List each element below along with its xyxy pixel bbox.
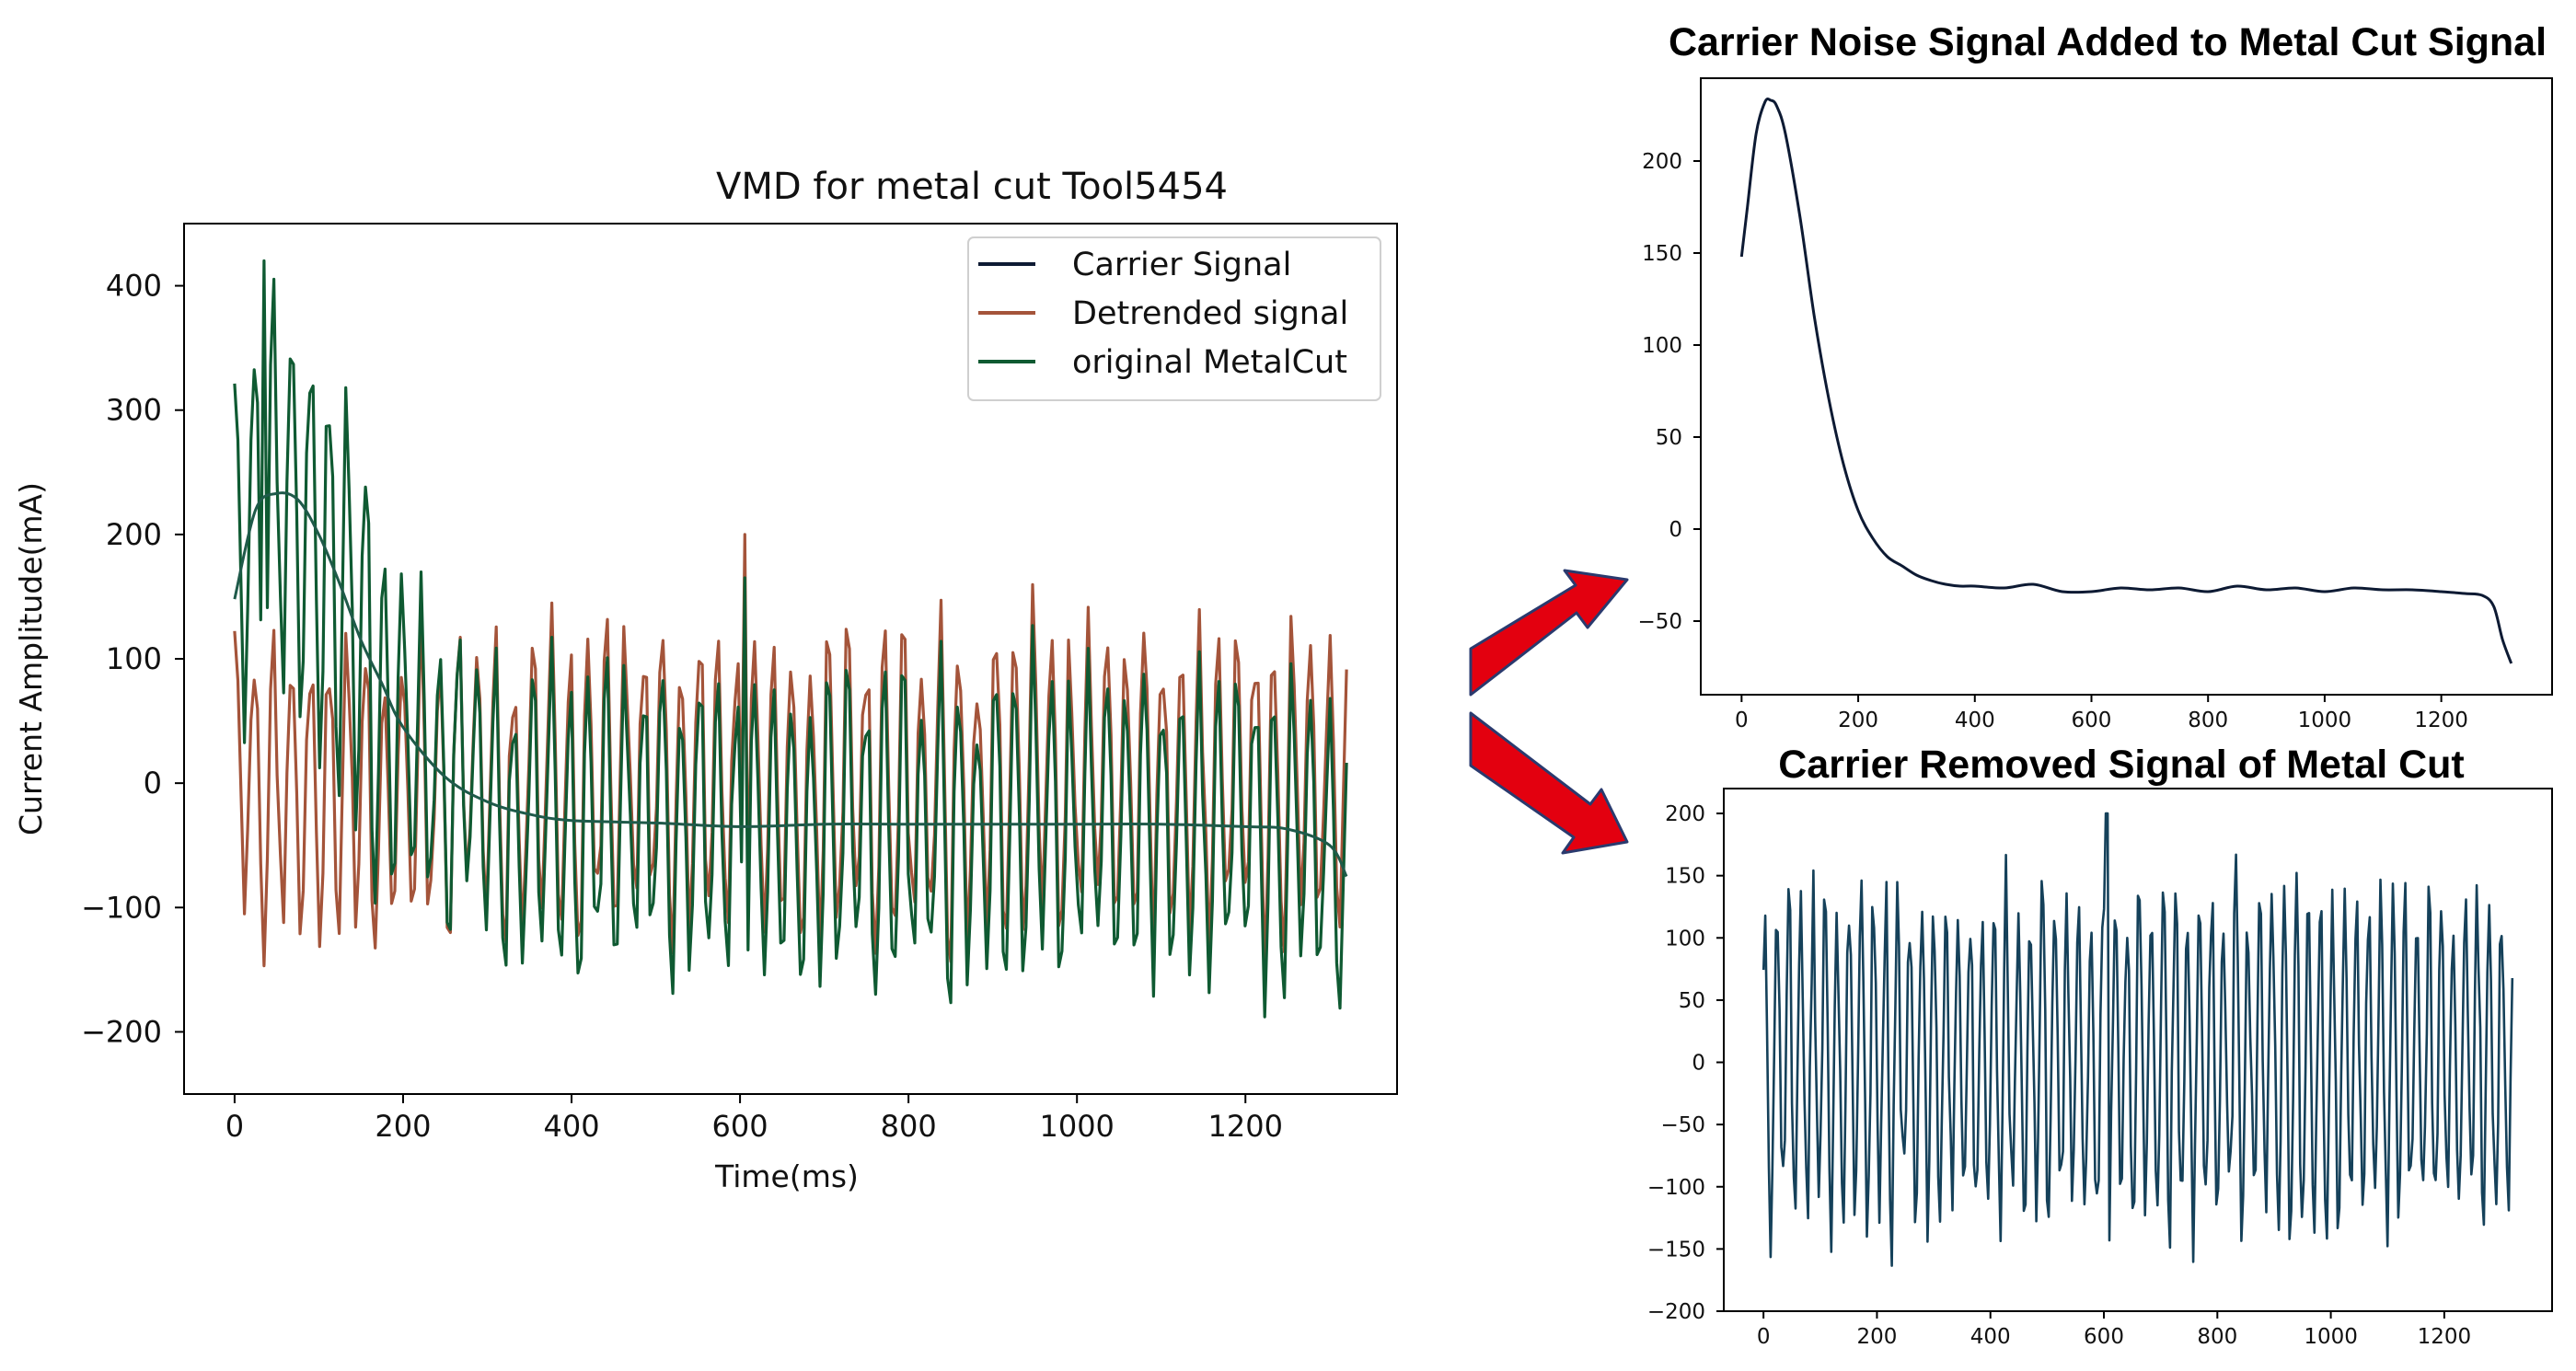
carrier-chart-y-tick-label: 150 <box>1642 242 1682 266</box>
removed-chart-y-ticks: −200 −150 −100 −50 0 50 100 150 200 <box>1647 802 1724 1324</box>
main-chart-y-label: Current Amplitude(mA) <box>13 482 49 835</box>
legend-entry-detrended: Detrended signal <box>1072 295 1348 332</box>
carrier-chart-x-tick-label: 0 <box>1735 709 1749 732</box>
removed-chart-x-ticks: 0 200 400 600 800 1000 1200 <box>1757 1311 2471 1349</box>
main-chart-legend: Carrier Signal Detrended signal original… <box>967 236 1381 401</box>
carrier-chart-frame <box>1700 77 2553 696</box>
removed-chart-x-tick-label: 800 <box>2197 1325 2237 1349</box>
main-chart-x-tick-label: 600 <box>712 1109 768 1144</box>
removed-chart-y-tick-label: −100 <box>1647 1176 1705 1200</box>
removed-chart-x-tick-label: 0 <box>1757 1325 1771 1349</box>
carrier-chart-x-tick-label: 1200 <box>2414 709 2468 732</box>
main-chart-x-ticks: 0 200 400 600 800 1000 1200 <box>225 1094 1283 1144</box>
removed-chart-y-tick-label: 200 <box>1665 802 1705 826</box>
carrier-chart-title: Carrier Noise Signal Added to Metal Cut … <box>1669 20 2547 64</box>
carrier-chart-x-tick-label: 200 <box>1838 709 1878 732</box>
main-chart: VMD for metal cut Tool5454 0 200 400 600 800… <box>13 166 1398 1194</box>
removed-chart-y-tick-label: 100 <box>1665 927 1705 950</box>
removed-chart-y-tick-label: −50 <box>1660 1113 1705 1137</box>
removed-chart-x-tick-label: 1000 <box>2304 1325 2358 1349</box>
removed-chart-x-tick-label: 400 <box>1970 1325 2011 1349</box>
main-chart-y-tick-label: −200 <box>81 1014 162 1049</box>
carrier-removed-line <box>1762 812 2514 1267</box>
main-chart-x-tick-label: 1200 <box>1208 1109 1283 1144</box>
removed-chart-y-tick-label: 0 <box>1692 1052 1705 1076</box>
main-chart-y-tick-label: −100 <box>81 890 162 925</box>
main-chart-y-tick-label: 100 <box>106 641 162 676</box>
removed-chart-frame <box>1723 788 2553 1312</box>
main-chart-x-tick-label: 0 <box>225 1109 244 1144</box>
main-chart-y-tick-label: 200 <box>106 517 162 552</box>
main-chart-x-label: Time(ms) <box>714 1158 859 1194</box>
removed-chart-x-tick-label: 200 <box>1856 1325 1897 1349</box>
main-chart-x-tick-label: 200 <box>375 1109 431 1144</box>
removed-chart-y-tick-label: −200 <box>1647 1300 1705 1324</box>
legend-entry-original: original MetalCut <box>1072 344 1347 381</box>
carrier-chart-y-tick-label: 50 <box>1656 426 1682 450</box>
carrier-chart-y-tick-label: 200 <box>1642 150 1682 174</box>
removed-chart-title: Carrier Removed Signal of Metal Cut <box>1778 743 2465 787</box>
carrier-chart-x-tick-label: 800 <box>2188 709 2228 732</box>
carrier-noise-line <box>1739 97 2513 664</box>
carrier-chart-y-ticks: −50 0 50 100 150 200 <box>1637 150 1701 634</box>
carrier-chart-y-tick-label: −50 <box>1637 610 1682 634</box>
main-chart-title: VMD for metal cut Tool5454 <box>716 166 1228 208</box>
original-metalcut-line <box>233 259 1348 1019</box>
arrow-down-right-icon <box>1469 711 1629 855</box>
main-chart-x-tick-label: 400 <box>543 1109 599 1144</box>
carrier-signal-line <box>233 491 1348 878</box>
removed-chart-x-tick-label: 1200 <box>2418 1325 2472 1349</box>
main-chart-series <box>233 259 1348 1019</box>
legend-entry-carrier: Carrier Signal <box>1072 247 1291 283</box>
removed-chart: Carrier Removed Signal of Metal Cut 0 200… <box>1647 743 2553 1349</box>
carrier-chart-y-tick-label: 0 <box>1669 518 1682 542</box>
carrier-chart-x-tick-label: 1000 <box>2298 709 2352 732</box>
main-chart-x-tick-label: 1000 <box>1039 1109 1114 1144</box>
main-chart-y-tick-label: 300 <box>106 393 162 428</box>
removed-chart-y-tick-label: 50 <box>1679 989 1705 1013</box>
arrows <box>1469 569 1629 855</box>
removed-chart-x-tick-label: 600 <box>2084 1325 2124 1349</box>
removed-chart-y-tick-label: −150 <box>1647 1238 1705 1262</box>
main-chart-y-ticks: −200 −100 0 100 200 300 400 <box>81 269 184 1049</box>
legend-box <box>967 236 1381 401</box>
carrier-chart-x-tick-label: 400 <box>1955 709 1995 732</box>
arrow-up-right-icon <box>1469 569 1629 697</box>
carrier-chart-series <box>1739 97 2513 664</box>
carrier-chart-x-ticks: 0 200 400 600 800 1000 1200 <box>1735 695 2468 732</box>
carrier-chart-x-tick-label: 600 <box>2072 709 2112 732</box>
removed-chart-y-tick-label: 150 <box>1665 865 1705 889</box>
main-chart-y-tick-label: 0 <box>144 766 162 801</box>
carrier-chart: Carrier Noise Signal Added to Metal Cut … <box>1637 20 2553 732</box>
carrier-chart-y-tick-label: 100 <box>1642 334 1682 358</box>
removed-chart-series <box>1762 812 2514 1267</box>
main-chart-y-tick-label: 400 <box>106 269 162 304</box>
main-chart-x-tick-label: 800 <box>881 1109 937 1144</box>
